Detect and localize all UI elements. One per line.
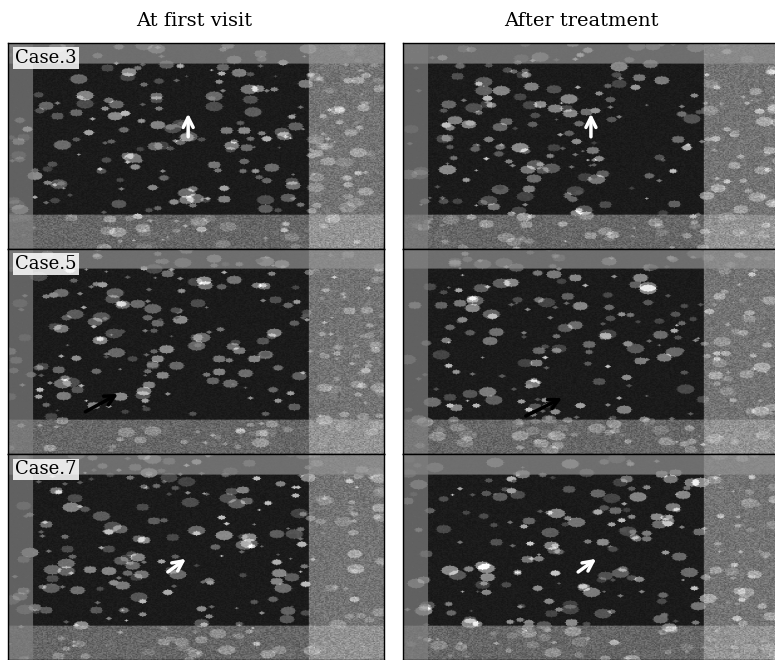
Text: Case.7: Case.7: [16, 461, 77, 478]
Text: Case.3: Case.3: [16, 49, 77, 67]
Text: After treatment: After treatment: [504, 13, 659, 30]
Text: At first visit: At first visit: [136, 13, 252, 30]
Text: Case.5: Case.5: [16, 255, 77, 273]
